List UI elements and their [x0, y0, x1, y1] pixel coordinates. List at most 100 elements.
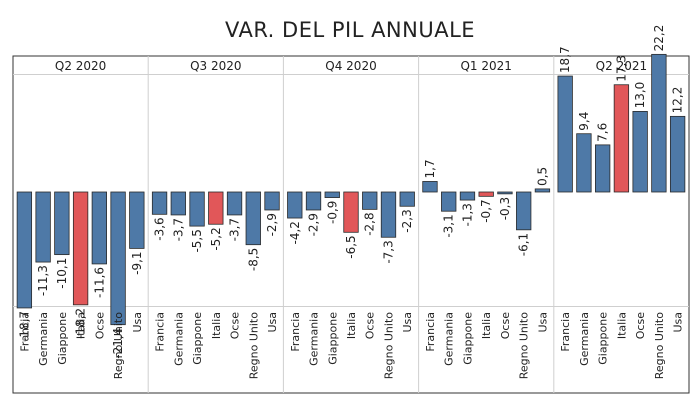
chart-frame	[12, 55, 690, 394]
bar	[557, 75, 573, 193]
bar	[343, 191, 359, 233]
category-label: Ocse	[634, 312, 647, 339]
bar	[54, 191, 70, 256]
data-label: -1,3	[460, 203, 474, 226]
category-label: Regno Unito	[518, 312, 531, 379]
category-label: Italia	[345, 312, 358, 339]
category-label: Regno Unito	[653, 312, 666, 379]
data-label: 1,7	[423, 159, 437, 178]
category-label: Ocse	[499, 312, 512, 339]
data-label: -8,5	[246, 248, 260, 271]
category-label: Ocse	[229, 312, 242, 339]
category-label: Giappone	[461, 312, 474, 365]
data-label: -11,3	[36, 265, 50, 296]
bar	[534, 188, 551, 193]
data-label: 22,2	[652, 25, 666, 52]
category-label: Francia	[559, 312, 572, 352]
bar	[35, 191, 51, 263]
data-label: 12,2	[671, 87, 685, 114]
panel-header: Q1 2021	[460, 59, 511, 73]
category-label: Francia	[424, 312, 437, 352]
data-label: 13,0	[633, 82, 647, 109]
bar	[151, 191, 168, 215]
bar	[632, 111, 648, 193]
category-label: Regno Unito	[112, 312, 125, 379]
data-label: 9,4	[577, 112, 591, 131]
bar	[613, 84, 630, 193]
data-label: -11,6	[92, 267, 106, 298]
category-label: Italia	[210, 312, 223, 339]
category-label: Francia	[154, 312, 167, 352]
bar	[170, 191, 186, 216]
data-label: 18,7	[558, 46, 572, 73]
data-label: -5,2	[209, 227, 223, 250]
bar	[516, 191, 532, 231]
data-label: -0,9	[325, 201, 339, 224]
category-label: Regno Unito	[247, 312, 260, 379]
data-label: -3,7	[228, 218, 242, 241]
bar	[264, 191, 280, 211]
category-label: Germania	[172, 312, 185, 366]
category-label: Italia	[480, 312, 493, 339]
panel-header: Q2 2020	[55, 59, 106, 73]
category-label: Germania	[308, 312, 321, 366]
bar	[245, 191, 261, 246]
data-label: -2,8	[363, 212, 377, 235]
category-label: Usa	[266, 312, 279, 333]
bar	[380, 191, 397, 238]
bar	[189, 191, 205, 227]
data-label: -2,9	[265, 213, 279, 236]
data-label: -3,7	[171, 218, 185, 241]
category-label: Giappone	[326, 312, 339, 365]
data-label: -6,5	[344, 235, 358, 258]
data-label: -9,1	[130, 251, 144, 274]
category-label: Italia	[615, 312, 628, 339]
bar	[576, 133, 592, 193]
bar	[305, 191, 322, 211]
category-label: Germania	[578, 312, 591, 366]
data-label: -3,1	[442, 214, 456, 237]
bar	[362, 191, 378, 210]
bar	[226, 191, 243, 216]
panel-header: Q3 2020	[190, 59, 241, 73]
category-label: Ocse	[93, 312, 106, 339]
category-label: Giappone	[56, 312, 69, 365]
data-label: -0,3	[498, 197, 512, 220]
category-label: Francia	[18, 312, 31, 352]
bar	[478, 191, 494, 197]
bar	[651, 53, 667, 193]
category-label: Italia	[75, 312, 88, 339]
category-label: Germania	[443, 312, 456, 366]
category-label: Usa	[131, 312, 144, 333]
bar	[110, 191, 126, 326]
chart-title: VAR. DEL PIL ANNUALE	[224, 18, 476, 42]
bar	[497, 191, 513, 195]
data-label: -18,7	[17, 311, 31, 342]
panel-header: Q4 2020	[325, 59, 376, 73]
data-label: 7,6	[596, 123, 610, 142]
data-label: -0,7	[479, 199, 493, 222]
category-label: Usa	[672, 312, 685, 333]
data-label: -18,2	[74, 308, 88, 339]
bar	[422, 181, 438, 193]
bar	[16, 191, 33, 309]
data-label: -2,3	[400, 209, 414, 232]
category-label: Usa	[401, 312, 414, 333]
bar	[91, 191, 107, 265]
panel-header: Q2 2021	[596, 59, 647, 73]
bar	[399, 191, 415, 207]
data-label: -2,9	[307, 213, 321, 236]
data-label: 17,3	[614, 55, 628, 82]
data-label: -7,3	[381, 240, 395, 263]
data-label: -10,1	[55, 258, 69, 289]
data-label: -3,6	[153, 217, 167, 240]
data-label: -5,5	[190, 229, 204, 252]
bar	[595, 144, 611, 193]
category-label: Giappone	[191, 312, 204, 365]
bar	[324, 191, 340, 198]
category-label: Francia	[289, 312, 302, 352]
data-label: -6,1	[517, 233, 531, 256]
category-label: Giappone	[597, 312, 610, 365]
category-label: Usa	[536, 312, 549, 333]
